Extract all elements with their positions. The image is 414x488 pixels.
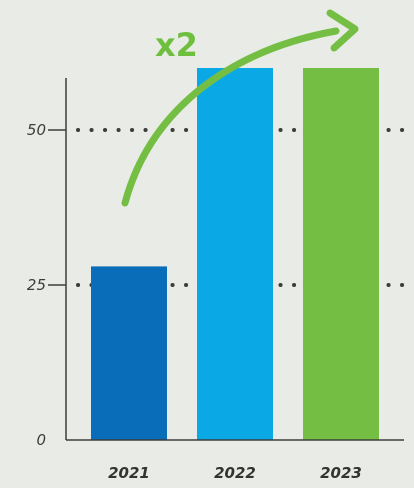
bar-2023 — [303, 68, 379, 440]
growth-arrow-curve — [121, 27, 340, 207]
growth-arrow — [121, 9, 359, 207]
bar-2022 — [197, 68, 273, 440]
bar-2021 — [91, 266, 167, 440]
x-tick-labels: 2021 2022 2023 — [108, 464, 362, 482]
y-tick-label-50: 50 — [27, 121, 46, 139]
bars — [91, 68, 379, 440]
multiplier-annotation: x2 — [155, 26, 198, 64]
y-tick-label-25: 25 — [27, 276, 46, 294]
x-tick-label-2022: 2022 — [214, 464, 256, 482]
y-tick-label-0: 0 — [36, 431, 46, 449]
y-tick-labels: 0 25 50 — [27, 121, 46, 449]
growth-arrow-head-icon — [326, 9, 359, 52]
x-tick-label-2023: 2023 — [320, 464, 362, 482]
x-tick-label-2021: 2021 — [108, 464, 150, 482]
